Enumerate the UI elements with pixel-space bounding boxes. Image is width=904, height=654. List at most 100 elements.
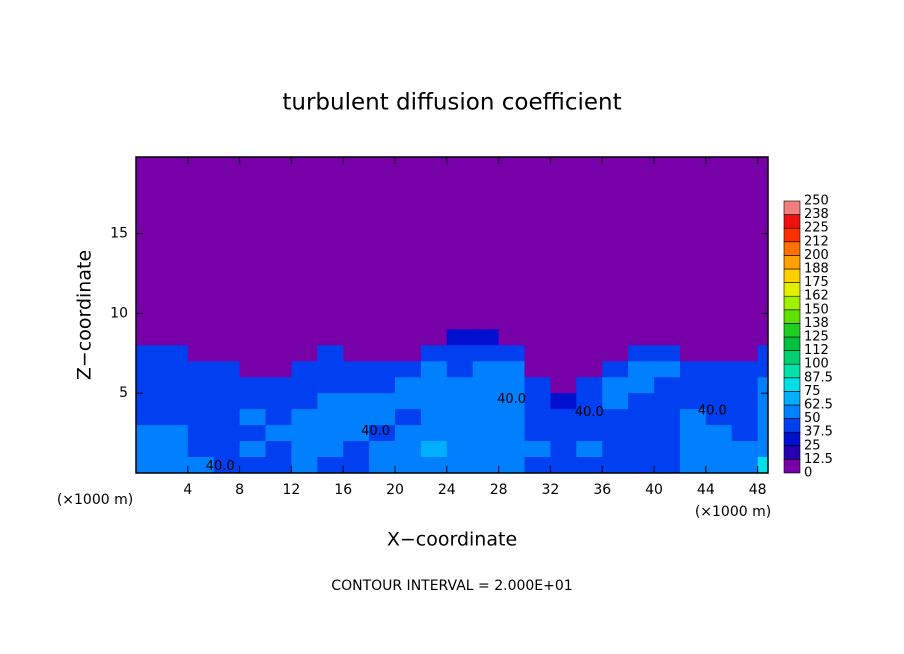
field-cell bbox=[679, 409, 707, 426]
field-cell bbox=[498, 313, 526, 330]
field-cell bbox=[731, 409, 759, 426]
field-cell bbox=[679, 313, 707, 330]
x-tick-label: 32 bbox=[542, 482, 560, 498]
field-cell bbox=[343, 345, 370, 362]
field-cell bbox=[420, 345, 448, 362]
field-cell bbox=[576, 457, 603, 473]
field-cell bbox=[161, 393, 189, 410]
field-cell bbox=[654, 377, 681, 394]
field-cell bbox=[317, 345, 344, 362]
x-tick-label: 12 bbox=[282, 482, 300, 498]
colorbar-label: 0 bbox=[804, 466, 812, 481]
colorbar-band bbox=[783, 418, 801, 433]
field-cell bbox=[161, 457, 189, 473]
colorbar-band bbox=[783, 431, 801, 447]
field-cell bbox=[654, 313, 681, 330]
field-cell bbox=[343, 409, 370, 426]
field-cell bbox=[550, 393, 577, 410]
field-cell bbox=[317, 409, 344, 426]
colorbar-label: 138 bbox=[804, 316, 829, 331]
field-cell bbox=[576, 361, 603, 378]
field-cell bbox=[524, 329, 551, 346]
field-cell bbox=[187, 329, 215, 346]
field-cell bbox=[576, 377, 603, 394]
field-cell bbox=[369, 441, 396, 458]
field-cell bbox=[161, 313, 189, 330]
field-cell bbox=[654, 425, 681, 442]
field-cell bbox=[446, 409, 474, 426]
colorbar-label: 162 bbox=[804, 289, 829, 304]
field-cell bbox=[395, 393, 422, 410]
field-cell bbox=[343, 441, 370, 458]
field-cell bbox=[628, 313, 655, 330]
field-cell bbox=[239, 425, 267, 442]
field-cell bbox=[446, 345, 474, 362]
field-cell bbox=[446, 441, 474, 458]
contour-label: 40.0 bbox=[575, 405, 604, 420]
field-cell bbox=[524, 313, 551, 330]
field-cell bbox=[628, 345, 655, 362]
field-cell bbox=[369, 457, 396, 473]
field-cell bbox=[161, 377, 189, 394]
colorbar-band bbox=[783, 227, 801, 243]
field-cell bbox=[679, 329, 707, 346]
colorbar-label: 112 bbox=[804, 343, 829, 358]
field-cell bbox=[213, 441, 241, 458]
field-cell bbox=[369, 377, 396, 394]
field-cell bbox=[731, 393, 759, 410]
field-cell bbox=[395, 361, 422, 378]
field-cell bbox=[136, 457, 163, 473]
field-cell bbox=[679, 377, 707, 394]
field-cell bbox=[239, 457, 267, 473]
colorbar-label: 225 bbox=[804, 221, 829, 236]
field-cell bbox=[679, 361, 707, 378]
field-cell bbox=[628, 393, 655, 410]
field-cell bbox=[136, 345, 163, 362]
field-cell bbox=[369, 313, 396, 330]
field-cell bbox=[291, 361, 318, 378]
field-cell bbox=[679, 425, 707, 442]
field-cell bbox=[679, 441, 707, 458]
field-cell bbox=[265, 361, 292, 378]
field-cell bbox=[136, 441, 163, 458]
field-cell bbox=[602, 329, 629, 346]
field-cell bbox=[317, 377, 344, 394]
field-cell bbox=[705, 329, 733, 346]
field-cell bbox=[420, 441, 448, 458]
field-cell bbox=[731, 329, 759, 346]
field-cell bbox=[472, 377, 500, 394]
colorbar-band bbox=[783, 323, 801, 338]
field-cell bbox=[420, 361, 448, 378]
field-cell bbox=[395, 457, 422, 473]
field-cell bbox=[136, 393, 163, 410]
field-cell bbox=[265, 345, 292, 362]
colorbar-label: 175 bbox=[804, 275, 829, 290]
contour-label: 40.0 bbox=[361, 424, 390, 439]
field-cell bbox=[757, 393, 768, 410]
field-cell bbox=[265, 377, 292, 394]
field-cell bbox=[524, 377, 551, 394]
field-cell bbox=[550, 409, 577, 426]
field-cell bbox=[369, 329, 396, 346]
field-cell bbox=[498, 425, 526, 442]
colorbar-band bbox=[783, 214, 801, 229]
field-cell bbox=[446, 425, 474, 442]
field-cell bbox=[187, 345, 215, 362]
field-cell bbox=[705, 313, 733, 330]
field-cell bbox=[757, 425, 768, 442]
colorbar-band bbox=[783, 377, 801, 392]
field-cell bbox=[239, 345, 267, 362]
field-cell bbox=[239, 361, 267, 378]
field-cell bbox=[213, 425, 241, 442]
field-cell bbox=[343, 393, 370, 410]
field-cell bbox=[343, 313, 370, 330]
colorbar-band bbox=[783, 391, 801, 406]
field-cell bbox=[317, 441, 344, 458]
colorbar-band bbox=[783, 350, 801, 365]
field-cell bbox=[446, 361, 474, 378]
field-cell bbox=[498, 329, 526, 346]
field-cell bbox=[602, 441, 629, 458]
field-cell bbox=[369, 345, 396, 362]
field-cell bbox=[213, 361, 241, 378]
